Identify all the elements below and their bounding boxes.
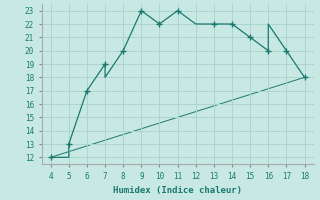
X-axis label: Humidex (Indice chaleur): Humidex (Indice chaleur) bbox=[113, 186, 242, 195]
